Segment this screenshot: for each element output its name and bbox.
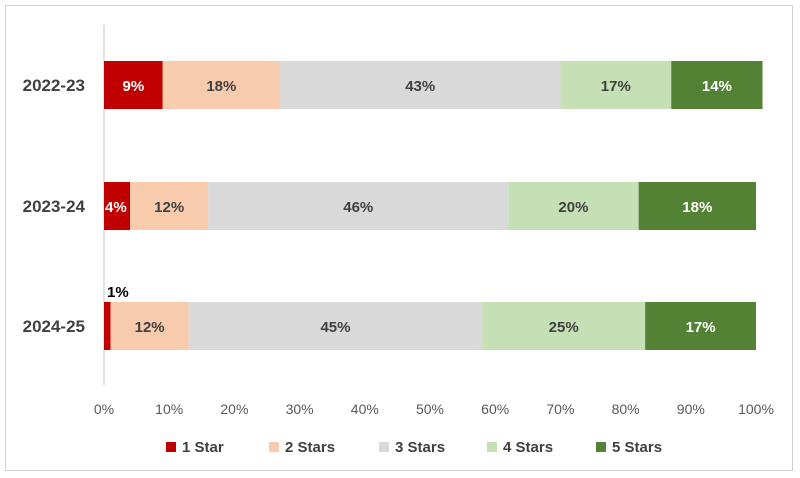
x-tick-label-5: 50%	[416, 401, 444, 417]
bar-segment-2024-25-1	[110, 302, 189, 350]
bar-segment-2024-25-2	[188, 302, 483, 350]
data-label-2023-24-2: 46%	[343, 199, 373, 216]
bar-segment-2023-24-0	[104, 182, 131, 230]
x-tick-label-1: 10%	[155, 401, 183, 417]
data-label-2023-24-4: 18%	[682, 199, 712, 216]
category-label-2023-24: 2023-24	[23, 197, 86, 216]
x-tick-label-10: 100%	[738, 401, 774, 417]
bar-segment-2024-25-4	[645, 302, 756, 350]
bar-segment-2024-25-0	[104, 302, 111, 350]
data-label-2023-24-0: 4%	[105, 199, 127, 216]
bar-segment-2022-23-4	[671, 61, 763, 109]
legend-swatch-0	[166, 442, 176, 452]
data-label-2024-25-2: 45%	[320, 319, 350, 336]
bar-segment-2022-23-1	[162, 61, 281, 109]
legend-label-4: 5 Stars	[612, 439, 662, 456]
x-tick-label-3: 30%	[286, 401, 314, 417]
data-label-2024-25-0: 1%	[107, 284, 129, 301]
x-tick-label-0: 0%	[94, 401, 114, 417]
bar-segment-2023-24-1	[130, 182, 209, 230]
legend-swatch-3	[487, 442, 497, 452]
data-label-2023-24-3: 20%	[558, 199, 588, 216]
category-label-2022-23: 2022-23	[23, 76, 85, 95]
data-label-2022-23-4: 14%	[702, 78, 732, 95]
legend-swatch-4	[596, 442, 606, 452]
bar-segment-2022-23-3	[560, 61, 672, 109]
legend-label-3: 4 Stars	[503, 439, 553, 456]
category-label-2024-25: 2024-25	[23, 317, 85, 336]
data-label-2023-24-1: 12%	[154, 199, 184, 216]
legend-swatch-2	[379, 442, 389, 452]
x-tick-label-9: 90%	[677, 401, 705, 417]
bar-segment-2023-24-4	[638, 182, 756, 230]
bar-segment-2022-23-2	[280, 61, 561, 109]
x-tick-label-8: 80%	[612, 401, 640, 417]
x-tick-label-7: 70%	[546, 401, 574, 417]
data-label-2022-23-2: 43%	[405, 78, 435, 95]
bar-segment-2024-25-3	[482, 302, 646, 350]
x-tick-label-4: 40%	[351, 401, 379, 417]
data-label-2022-23-3: 17%	[601, 78, 631, 95]
legend-swatch-1	[269, 442, 279, 452]
x-tick-label-2: 20%	[220, 401, 248, 417]
data-label-2022-23-1: 18%	[206, 78, 236, 95]
bar-segment-2023-24-3	[508, 182, 639, 230]
x-tick-label-6: 60%	[481, 401, 509, 417]
bar-segment-2023-24-2	[208, 182, 509, 230]
legend-label-1: 2 Stars	[285, 439, 335, 456]
data-label-2024-25-1: 12%	[135, 319, 165, 336]
legend-label-2: 3 Stars	[395, 439, 445, 456]
data-label-2022-23-0: 9%	[122, 78, 144, 95]
data-label-2024-25-4: 17%	[686, 319, 716, 336]
bar-segment-2022-23-0	[104, 61, 163, 109]
legend-label-0: 1 Star	[182, 439, 224, 456]
data-label-2024-25-3: 25%	[549, 319, 579, 336]
